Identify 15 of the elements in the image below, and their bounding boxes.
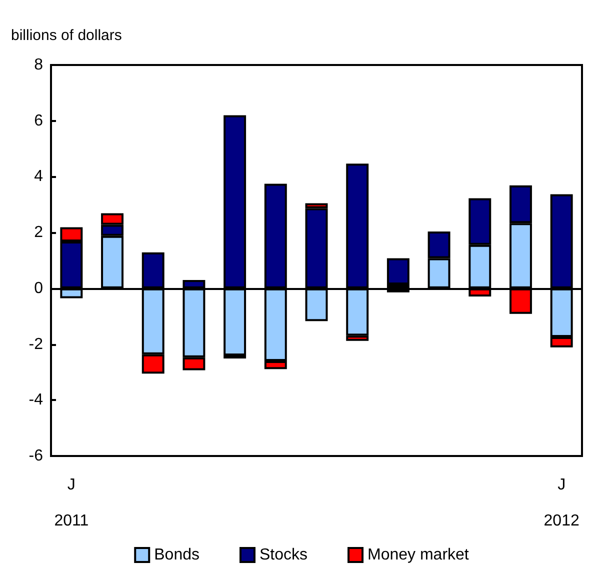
y-tick-label: 8 [34,56,44,74]
y-axis-title: billions of dollars [11,27,122,44]
legend-label: Bonds [154,546,200,564]
y-tick-label: 0 [34,280,44,297]
bar [386,258,410,285]
legend-label: Stocks [259,546,308,564]
x-tick-label: J 2012 [544,476,580,530]
y-tick-label: -2 [28,336,44,353]
legend-label: Money market [368,546,470,564]
y-tick-label: 6 [34,112,44,130]
y-tick-label: -4 [28,392,44,409]
y-tick-label: 2 [34,224,44,242]
x-tick-label: J 2011 [54,476,89,530]
y-tick-label: -6 [28,448,44,464]
y-tick-label: 4 [34,168,44,186]
